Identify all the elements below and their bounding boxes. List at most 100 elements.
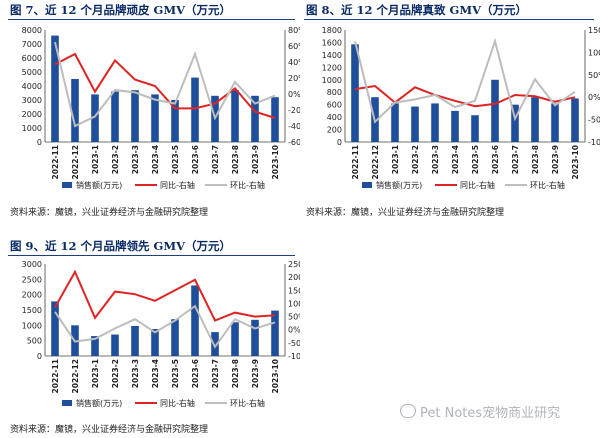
right-tick-label: 50% xyxy=(288,313,300,322)
right-tick-label: 0% xyxy=(588,93,600,102)
x-tick-label: 2023-2 xyxy=(111,145,120,174)
right-tick-label: -100% xyxy=(588,138,600,147)
right-tick-label: 150% xyxy=(288,286,300,295)
right-tick-label: -60% xyxy=(288,138,300,147)
left-tick-label: 0 xyxy=(337,138,342,147)
x-tick-label: 2023-10 xyxy=(271,359,280,393)
left-tick-label: 3000 xyxy=(22,260,42,269)
right-tick-label: 150% xyxy=(588,26,600,35)
legend-label: 环比-右轴 xyxy=(230,180,265,190)
x-tick-label: 2023-1 xyxy=(91,359,100,388)
legend-label: 环比-右轴 xyxy=(530,180,565,190)
x-tick-label: 2023-1 xyxy=(391,145,400,174)
legend-swatch-bar xyxy=(362,182,372,188)
left-tick-label: 400 xyxy=(327,113,342,122)
right-tick-label: 250% xyxy=(288,260,300,269)
left-tick-label: 600 xyxy=(327,101,342,110)
watermark: Pet Notes宠物商业研究 xyxy=(400,402,560,421)
bar xyxy=(51,301,59,356)
left-tick-label: 0 xyxy=(37,352,42,361)
left-tick-label: 5000 xyxy=(22,68,42,77)
left-tick-label: 7000 xyxy=(22,40,42,49)
yoy-line xyxy=(54,52,276,119)
bar xyxy=(231,90,239,142)
bar xyxy=(231,322,239,356)
bar xyxy=(211,332,219,356)
bar xyxy=(111,334,119,356)
x-tick-label: 2023-5 xyxy=(171,145,180,174)
right-tick-label: -50% xyxy=(588,116,600,125)
x-tick-label: 2023-7 xyxy=(211,145,220,174)
left-tick-label: 1600 xyxy=(322,38,342,47)
x-tick-label: 2023-9 xyxy=(251,145,260,174)
x-tick-label: 2023-9 xyxy=(251,359,260,388)
legend-swatch-bar xyxy=(62,400,72,406)
bar xyxy=(351,44,359,142)
bar xyxy=(111,91,119,142)
right-tick-label: -20% xyxy=(288,106,300,115)
x-tick-label: 2023-1 xyxy=(91,145,100,174)
x-tick-label: 2023-4 xyxy=(451,145,460,174)
left-tick-label: 4000 xyxy=(22,82,42,91)
x-tick-label: 2023-7 xyxy=(511,145,520,174)
bar xyxy=(151,329,159,356)
title-rule xyxy=(8,255,295,256)
chart-title: 图 9、近 12 个月品牌领先 GMV（万元） xyxy=(10,239,231,253)
legend-label: 同比-右轴 xyxy=(160,398,195,408)
x-tick-label: 2023-3 xyxy=(131,359,140,388)
left-tick-label: 1500 xyxy=(22,306,42,315)
right-tick-label: 40% xyxy=(288,58,300,67)
left-tick-label: 2000 xyxy=(22,291,42,300)
bar xyxy=(131,325,139,356)
x-tick-label: 2023-10 xyxy=(271,145,280,179)
left-tick-label: 1800 xyxy=(322,26,342,35)
right-tick-label: -100% xyxy=(288,352,300,361)
chart-source: 资料来源：魔镜，兴业证券经济与金融研究院整理 xyxy=(10,425,209,435)
bar xyxy=(191,285,199,356)
bar xyxy=(411,106,419,142)
title-rule xyxy=(8,19,295,20)
x-tick-label: 2023-2 xyxy=(411,145,420,174)
bar xyxy=(91,336,99,356)
x-tick-label: 2023-10 xyxy=(571,145,580,179)
bar xyxy=(171,100,179,142)
left-tick-label: 6000 xyxy=(22,54,42,63)
bar xyxy=(251,95,259,142)
x-tick-label: 2023-8 xyxy=(231,359,240,388)
x-tick-label: 2023-6 xyxy=(191,145,200,174)
x-tick-label: 2023-9 xyxy=(551,145,560,174)
legend-label: 销售额(万元) xyxy=(76,398,122,408)
bar xyxy=(91,94,99,142)
chart-8-svg: 1800 1600 1400 1200 1000 800 600 400 200 0 150% 100… xyxy=(322,26,600,190)
left-tick-label: 500 xyxy=(27,337,42,346)
right-tick-label: 20% xyxy=(288,74,300,83)
left-tick-label: 200 xyxy=(327,126,342,135)
bar xyxy=(151,94,159,142)
chart-title: 图 8、近 12 个月品牌真致 GMV（万元） xyxy=(306,3,527,17)
right-tick-label: 60% xyxy=(288,42,300,51)
x-tick-label: 2023-4 xyxy=(151,359,160,388)
yoy-line xyxy=(54,269,276,322)
x-tick-label: 2022-11 xyxy=(51,145,60,179)
bar xyxy=(571,98,579,142)
bar xyxy=(451,110,459,142)
mom-line xyxy=(354,37,576,124)
chart-9-svg: 3000 2500 2000 1500 1000 500 0 250% 200% 150% 100%… xyxy=(22,260,300,408)
x-tick-label: 2023-8 xyxy=(531,145,540,174)
x-tick-label: 2023-7 xyxy=(211,359,220,388)
left-tick-label: 3000 xyxy=(22,96,42,105)
right-tick-label: 200% xyxy=(288,273,300,282)
legend-label: 同比-右轴 xyxy=(460,180,495,190)
left-tick-label: 1200 xyxy=(322,63,342,72)
x-tick-label: 2022-12 xyxy=(371,145,380,179)
x-tick-label: 2023-6 xyxy=(491,145,500,174)
mom-line xyxy=(54,41,276,128)
bar xyxy=(491,79,499,142)
bar xyxy=(131,90,139,142)
right-tick-label: 100% xyxy=(588,48,600,57)
bar xyxy=(271,310,279,356)
right-tick-label: 0% xyxy=(288,90,300,99)
chart-7-svg: 8000 7000 6000 5000 4000 3000 2000 1000 0 80% 60% 4… xyxy=(22,26,300,190)
x-tick-label: 2023-4 xyxy=(151,145,160,174)
bar xyxy=(531,97,539,142)
